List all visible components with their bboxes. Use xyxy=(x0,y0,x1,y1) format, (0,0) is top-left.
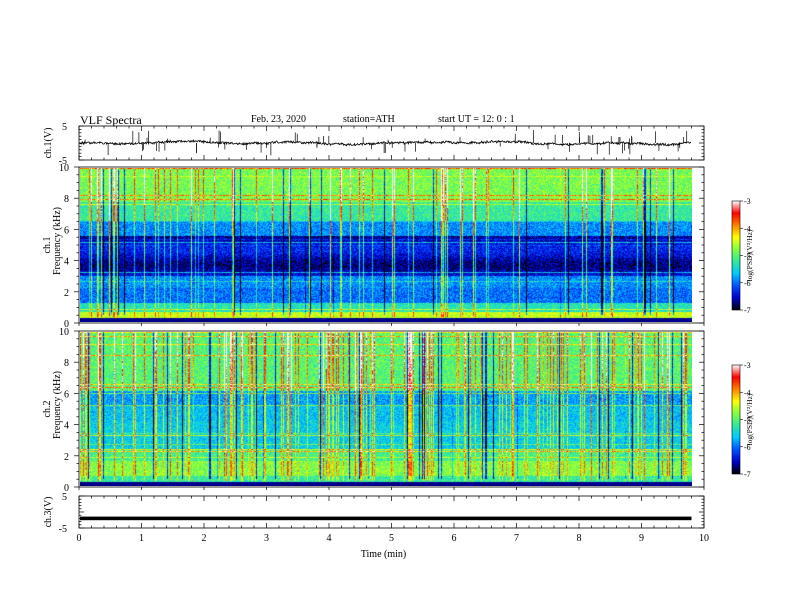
colorbar-tick-label: -6 xyxy=(744,443,751,452)
x-tick-label: 10 xyxy=(699,533,709,544)
ch3-waveform-trace xyxy=(80,516,692,521)
y-tick-label: 8 xyxy=(64,358,69,369)
x-tick-label: 1 xyxy=(139,533,144,544)
colorbar-tick-label: -3 xyxy=(744,361,751,370)
y-tick-label: 10 xyxy=(59,327,69,338)
x-tick-label: 3 xyxy=(264,533,269,544)
station-label: station=ATH xyxy=(343,114,395,125)
y-axis-label: ch.1(V) xyxy=(43,128,54,159)
y-tick-label: 0 xyxy=(64,483,69,494)
colorbar-tick-label: -7 xyxy=(744,306,751,315)
colorbar xyxy=(731,200,741,311)
colorbar-tick-label: -4 xyxy=(744,388,751,397)
y-tick-label: 0 xyxy=(64,319,69,330)
y-tick-label: -5 xyxy=(59,156,67,167)
x-tick-label: 2 xyxy=(202,533,207,544)
y-tick-label: -5 xyxy=(59,524,67,535)
channel-label: ch.2 xyxy=(42,401,53,418)
figure-title: VLF Spectra xyxy=(80,113,142,127)
ch1-waveform-trace xyxy=(78,138,691,147)
colorbar-tick-label: -3 xyxy=(744,197,751,206)
x-tick-label: 7 xyxy=(514,533,519,544)
y-tick-label: 8 xyxy=(64,194,69,205)
ch1-spectrogram-image xyxy=(80,168,692,322)
x-tick-label: 4 xyxy=(327,533,332,544)
colorbar xyxy=(731,364,741,475)
y-tick-label: 2 xyxy=(64,452,69,463)
x-axis-label: Time (min) xyxy=(361,549,406,560)
ch2-spectrogram-image xyxy=(80,332,692,486)
channel-label: ch.1 xyxy=(42,237,53,254)
y-tick-label: 5 xyxy=(62,122,67,133)
y-tick-label: 2 xyxy=(64,288,69,299)
x-tick-label: 8 xyxy=(577,533,582,544)
x-tick-label: 6 xyxy=(452,533,457,544)
y-tick-label: 10 xyxy=(59,163,69,174)
x-tick-label: 0 xyxy=(77,533,82,544)
colorbar-tick-label: -6 xyxy=(744,279,751,288)
colorbar-tick-label: -5 xyxy=(744,252,751,261)
x-tick-label: 9 xyxy=(639,533,644,544)
colorbar-label: log(PSD)(V²/Hz) xyxy=(745,229,754,281)
y-tick-label: 4 xyxy=(64,257,69,268)
y-tick-label: 6 xyxy=(64,225,69,236)
y-tick-label: 5 xyxy=(62,492,67,503)
colorbar-tick-label: -7 xyxy=(744,470,751,479)
y-axis-label: ch.3(V) xyxy=(43,497,54,528)
colorbar-label: log(PSD)(V²/Hz) xyxy=(745,393,754,445)
y-axis-label: Frequency (kHz) xyxy=(52,371,63,439)
colorbar-tick-label: -5 xyxy=(744,416,751,425)
y-tick-label: 6 xyxy=(64,389,69,400)
date-label: Feb. 23, 2020 xyxy=(251,114,306,125)
start-time-label: start UT = 12: 0 : 1 xyxy=(438,114,515,125)
x-tick-label: 5 xyxy=(389,533,394,544)
y-axis-label: Frequency (kHz) xyxy=(52,207,63,275)
colorbar-tick-label: -4 xyxy=(744,224,751,233)
y-tick-label: 4 xyxy=(64,421,69,432)
